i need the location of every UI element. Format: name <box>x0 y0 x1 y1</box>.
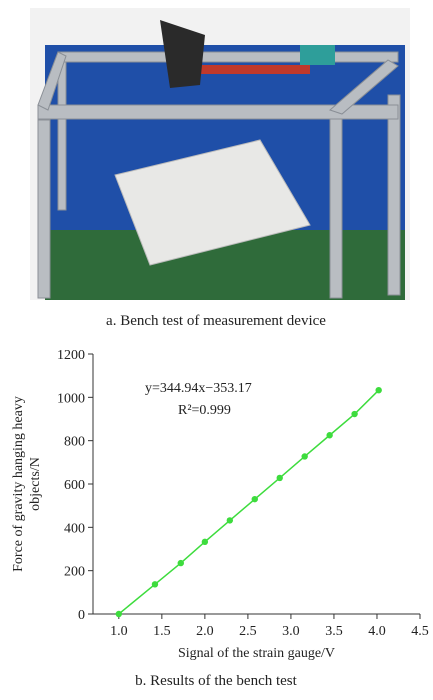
caption: b. Results of the bench test <box>135 673 297 689</box>
x-tick-label: 2.5 <box>239 624 257 639</box>
point <box>202 539 208 545</box>
y-tick-label: 400 <box>64 521 85 536</box>
point <box>351 411 357 417</box>
x-tick-label: 1.0 <box>110 624 128 639</box>
point <box>178 560 184 566</box>
photo <box>30 8 410 300</box>
point <box>326 432 332 438</box>
x-tick-label: 2.0 <box>196 624 214 639</box>
y-tick-label: 0 <box>78 608 85 623</box>
y-tick-label: 600 <box>64 478 85 493</box>
y-tick-label: 1200 <box>57 348 85 363</box>
x-tick-label: 3.0 <box>282 624 300 639</box>
y-axis-label: objects/N <box>28 457 43 511</box>
line <box>119 390 379 614</box>
x-tick-label: 1.5 <box>153 624 171 639</box>
figure: a. Bench test of measurement device b. R… <box>0 0 433 695</box>
x-axis-label: Signal of the strain gauge/V <box>178 646 335 661</box>
point <box>375 387 381 393</box>
point <box>301 453 307 459</box>
annotation: R²=0.999 <box>178 403 231 418</box>
point <box>252 496 258 502</box>
x-tick-label: 4.0 <box>368 624 386 639</box>
annotation: y=344.94x−353.17 <box>145 381 252 396</box>
point <box>227 517 233 523</box>
y-axis-label: Force of gravity hanging heavy <box>11 396 26 572</box>
x-tick-label: 4.5 <box>411 624 429 639</box>
y-tick-label: 1000 <box>57 391 85 406</box>
point <box>277 475 283 481</box>
point <box>116 611 122 617</box>
chart: 0 200 400 600 800 1000 1200 1.0 1.5 2.0 2.5 3.0 3.5 4… <box>11 348 429 661</box>
y-tick-label: 800 <box>64 435 85 450</box>
y-tick-label: 200 <box>64 565 85 580</box>
point <box>152 581 158 587</box>
x-tick-label: 3.5 <box>325 624 343 639</box>
caption: a. Bench test of measurement device <box>106 313 326 329</box>
